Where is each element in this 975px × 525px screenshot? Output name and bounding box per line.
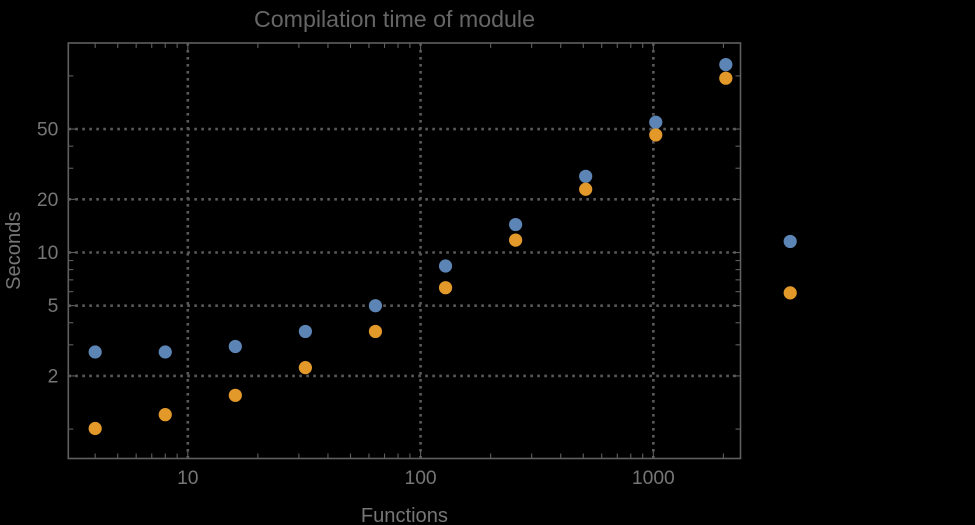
svg-text:10: 10 xyxy=(177,468,198,489)
svg-text:Compilation time of module: Compilation time of module xyxy=(254,6,535,32)
svg-text:Functions: Functions xyxy=(361,505,448,525)
svg-text:100: 100 xyxy=(404,468,436,489)
svg-text:1000: 1000 xyxy=(632,468,675,489)
svg-text:20: 20 xyxy=(37,190,58,211)
svg-text:50: 50 xyxy=(37,120,58,141)
svg-text:10: 10 xyxy=(37,243,58,264)
svg-text:2: 2 xyxy=(48,366,59,387)
svg-text:5: 5 xyxy=(48,296,59,317)
svg-text:Seconds: Seconds xyxy=(3,212,25,290)
